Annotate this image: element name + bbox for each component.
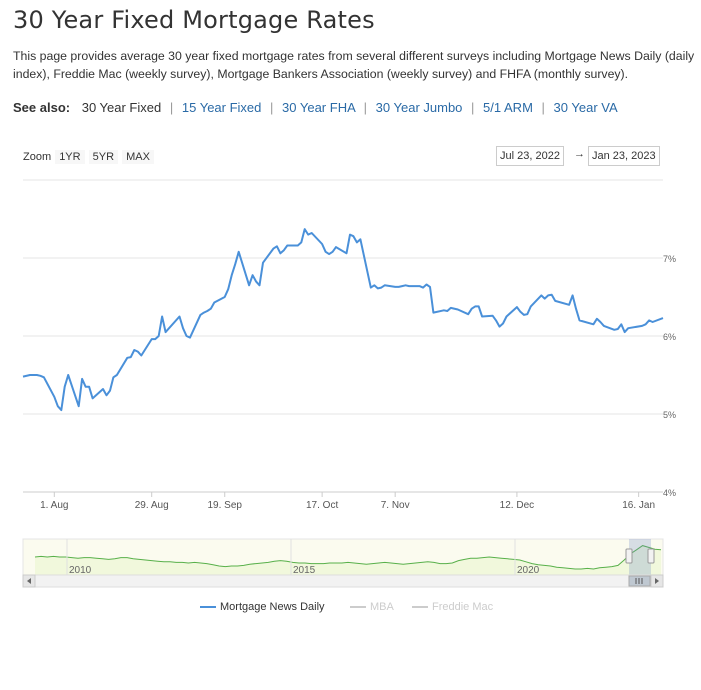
see-also-current: 30 Year Fixed <box>81 100 162 115</box>
navigator-tick-label: 2015 <box>293 565 316 576</box>
series-line-mortgage-news-daily <box>22 228 664 412</box>
see-also-link-30-year-va[interactable]: 30 Year VA <box>553 100 618 115</box>
navigator[interactable]: 2010 2015 2020 <box>0 535 701 595</box>
x-axis-ticks: 1. Aug 29. Aug 19. Sep 17. Oct 7. Nov 12. Dec… <box>40 492 655 511</box>
x-tick-label: 7. Nov <box>381 500 410 511</box>
zoom-controls: Zoom 1YR 5YR MAX <box>23 150 154 164</box>
scroll-left-arrow-icon <box>27 578 31 584</box>
navigator-ticks: 2010 2015 2020 <box>66 539 540 576</box>
page-description: This page provides average 30 year fixed… <box>13 49 695 81</box>
navigator-tick-label: 2020 <box>517 565 540 576</box>
legend-item-mba[interactable]: MBA <box>350 601 394 613</box>
separator: | <box>541 100 545 115</box>
see-also-label: See also: <box>13 100 71 115</box>
main-chart: 4% 5% 6% 7% 1. Aug 29. Aug 19. Sep 17. Oct 7. N… <box>22 179 676 511</box>
chart-grid <box>23 179 663 493</box>
scrollbar-grip-icon <box>635 578 643 584</box>
navigator-series <box>34 545 662 575</box>
legend-line-icon <box>350 606 366 609</box>
page-title: 30 Year Fixed Mortgage Rates <box>13 6 375 34</box>
legend-line-icon <box>200 606 216 609</box>
see-also-link-5-1-arm[interactable]: 5/1 ARM <box>483 100 533 115</box>
y-tick-label: 4% <box>663 488 676 498</box>
see-also-link-15-year-fixed[interactable]: 15 Year Fixed <box>181 100 262 115</box>
navigator-handle-left <box>625 548 633 564</box>
zoom-max-button[interactable]: MAX <box>122 150 154 164</box>
scroll-right-arrow-icon <box>655 578 659 584</box>
x-tick-label: 1. Aug <box>40 500 68 511</box>
y-axis-ticks: 4% 5% 6% 7% <box>663 254 676 498</box>
separator: | <box>169 100 174 115</box>
zoom-label: Zoom <box>23 151 52 163</box>
legend-item-mortgage-news-daily[interactable]: Mortgage News Daily <box>200 601 325 613</box>
separator: | <box>270 100 274 115</box>
scrollbar-track <box>22 574 664 588</box>
x-tick-label: 29. Aug <box>135 500 169 511</box>
y-tick-label: 6% <box>663 332 676 342</box>
see-also-link-30-year-fha[interactable]: 30 Year FHA <box>282 100 356 115</box>
x-tick-label: 16. Jan <box>622 500 655 511</box>
navigator-selection <box>629 539 651 575</box>
range-from-input[interactable]: Jul 23, 2022 <box>496 146 564 166</box>
x-tick-label: 17. Oct <box>306 500 338 511</box>
zoom-5yr-button[interactable]: 5YR <box>88 150 119 164</box>
navigator-line <box>34 545 662 570</box>
x-tick-label: 12. Dec <box>500 500 534 511</box>
navigator-tick-label: 2010 <box>69 565 92 576</box>
legend-item-freddie-mac[interactable]: Freddie Mac <box>412 601 493 613</box>
see-also-link-30-year-jumbo[interactable]: 30 Year Jumbo <box>375 100 463 115</box>
series-group <box>22 228 664 412</box>
navigator-handle-right <box>647 548 655 564</box>
legend-line-icon <box>412 606 428 609</box>
x-tick-label: 19. Sep <box>207 500 242 511</box>
range-to-input[interactable]: Jan 23, 2023 <box>588 146 660 166</box>
range-separator: → <box>574 148 585 160</box>
separator: | <box>471 100 475 115</box>
y-tick-label: 5% <box>663 410 676 420</box>
navigator-area-fill <box>35 545 661 575</box>
navigator-controls <box>22 539 664 588</box>
y-tick-label: 7% <box>663 254 676 264</box>
zoom-1yr-button[interactable]: 1YR <box>55 150 85 164</box>
see-also-nav: See also: 30 Year Fixed | 15 Year Fixed … <box>13 100 618 115</box>
separator: | <box>363 100 368 115</box>
